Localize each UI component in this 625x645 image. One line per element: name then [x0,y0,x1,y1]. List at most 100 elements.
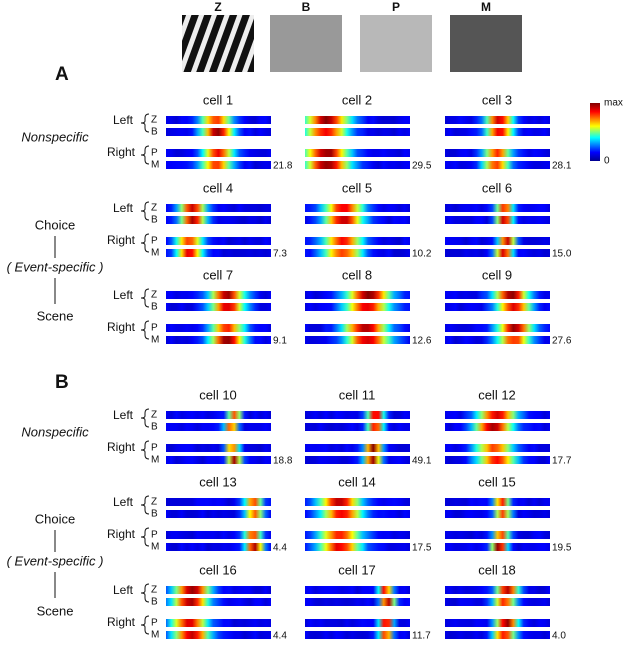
stimulus-label: B [151,422,158,433]
stimulus-label: P [151,618,158,629]
heatmap-strip [305,598,410,606]
peak-rate: 4.0 [552,631,566,640]
cell-title: cell 13 [199,474,237,489]
category-label: Scene [37,308,74,323]
heatmap-strip [166,161,271,169]
stimulus-label: B [151,597,158,608]
cell-title: cell 9 [482,267,512,282]
brace [140,320,150,340]
side-label: Left [113,201,134,215]
stimulus-label: Z [151,585,157,596]
heatmap-strip [166,498,271,506]
heatmap-strip [445,336,550,344]
heatmap-strip [166,456,271,464]
heatmap-strip [166,116,271,124]
stimulus-label: B [151,215,158,226]
heatmap-strip [305,336,410,344]
colorbar [590,103,600,161]
heatmap-strip [166,204,271,212]
heatmap-strip [445,149,550,157]
heatmap-strip [305,161,410,169]
stimulus-label: M [151,542,159,553]
image-label: Z [214,0,221,14]
category-label: Nonspecific [21,129,89,144]
peak-rate: 21.8 [273,161,293,172]
heatmap-strip [445,291,550,299]
category-label: Scene [37,603,74,618]
heatmap-strip [166,598,271,606]
stimulus-label: P [151,530,158,541]
cell-title: cell 18 [478,562,516,577]
heatmap-strip [166,303,271,311]
cell-title: cell 12 [478,387,516,402]
stimulus-image [270,15,342,72]
heatmap-strip [166,444,271,452]
heatmap-strip [445,423,550,431]
heatmap-strip [305,291,410,299]
heatmap-strip [166,291,271,299]
peak-rate: 9.1 [273,336,287,347]
heatmap-strip [305,116,410,124]
peak-rate: 19.5 [552,543,572,554]
cell-title: cell 16 [199,562,237,577]
peak-rate: 11.7 [412,631,431,640]
peak-rate: 17.5 [412,543,432,554]
heatmap-strip [305,237,410,245]
brace [140,408,150,428]
cell-title: cell 8 [342,267,372,282]
heatmap-strip [445,116,550,124]
brace [140,440,150,460]
heatmap-strip [166,423,271,431]
side-label: Right [107,527,136,541]
stimulus-label: M [151,455,159,466]
heatmap-strip [166,336,271,344]
heatmap-strip [445,510,550,518]
heatmap-strip [305,249,410,257]
colorbar-min: 0 [604,156,610,167]
brace [140,113,150,133]
heatmap-strip [166,237,271,245]
stimulus-label: M [151,248,159,259]
heatmap-strip [445,598,550,606]
cell-title: cell 5 [342,180,372,195]
stimulus-label: P [151,323,158,334]
stimulus-image [360,15,432,72]
heatmap-strip [445,303,550,311]
peak-rate: 4.4 [273,631,287,640]
stimulus-label: P [151,443,158,454]
category-label: ( Event-specific ) [7,553,104,568]
stimulus-label: B [151,127,158,138]
heatmap-strip [166,149,271,157]
stimulus-image [450,15,522,72]
heatmap-strip [445,444,550,452]
side-label: Right [107,615,136,629]
peak-rate: 28.1 [552,161,572,172]
heatmap-strip [166,324,271,332]
category-label: Nonspecific [21,424,89,439]
side-label: Left [113,408,134,422]
panel-label: B [55,372,69,393]
stimulus-label: M [151,335,159,346]
stimulus-label: P [151,236,158,247]
heatmap-strip [305,411,410,419]
heatmap-strip [305,423,410,431]
peak-rate: 18.8 [273,456,293,467]
heatmap-strip [445,324,550,332]
side-label: Left [113,495,134,509]
category-label: Choice [35,511,75,526]
brace [140,495,150,515]
stimulus-label: P [151,148,158,159]
peak-rate: 29.5 [412,161,432,172]
cell-title: cell 14 [338,474,376,489]
image-label: P [392,0,400,14]
brace [140,233,150,253]
stimulus-label: M [151,160,159,171]
stimulus-label: Z [151,497,157,508]
heatmap-strip [305,586,410,594]
heatmap-strip [305,149,410,157]
brace [140,145,150,165]
stimulus-label: Z [151,290,157,301]
side-label: Right [107,233,136,247]
heatmap-strip [305,543,410,551]
